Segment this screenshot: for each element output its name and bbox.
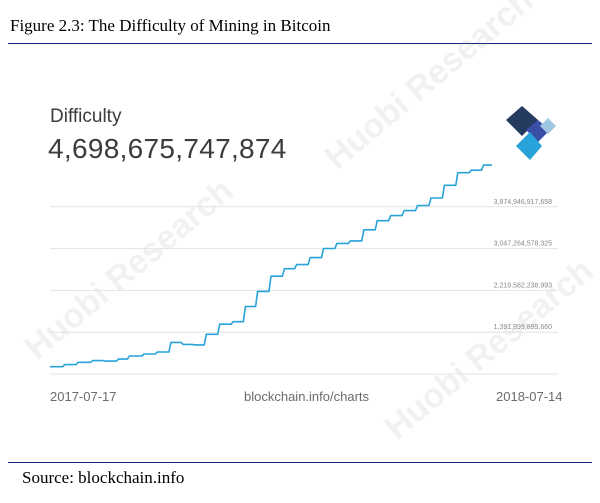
x-tick-label-start: 2017-07-17 [50, 389, 117, 404]
y-tick-label: 1,391,899,899,660 [494, 324, 552, 331]
blockchain-logo-icon [506, 106, 556, 160]
figure-title: Figure 2.3: The Difficulty of Mining in … [10, 16, 331, 35]
y-tick-label: 3,047,264,578,325 [494, 241, 552, 248]
y-tick-label: 2,219,582,238,993 [494, 282, 552, 289]
top-rule [8, 43, 592, 44]
metric-label: Difficulty [50, 106, 122, 127]
source-note: Source: blockchain.info [22, 468, 185, 487]
y-tick-label: 3,874,946,917,658 [494, 199, 552, 206]
metric-value: 4,698,675,747,874 [48, 133, 287, 164]
x-tick-label-end: 2018-07-14 [496, 389, 563, 404]
chart-source-label: blockchain.info/charts [244, 389, 370, 404]
difficulty-line [50, 164, 492, 368]
bottom-rule [8, 462, 592, 463]
